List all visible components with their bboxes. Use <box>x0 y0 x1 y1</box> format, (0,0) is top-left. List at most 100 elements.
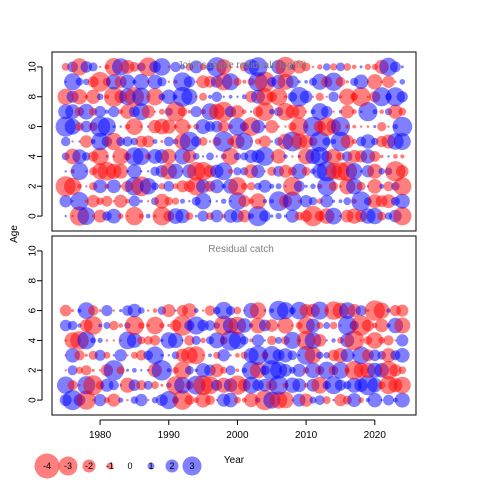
residual-bubble <box>191 335 201 345</box>
residual-bubble <box>81 365 92 376</box>
residual-bubble <box>67 380 78 391</box>
residual-bubble <box>325 207 342 225</box>
residual-bubble <box>393 206 412 226</box>
residual-bubble <box>359 339 363 342</box>
residual-bubble <box>112 354 116 357</box>
residual-bubble <box>208 353 212 358</box>
residual-bubble <box>329 321 338 330</box>
residual-bubble <box>249 362 267 379</box>
residual-bubble <box>185 365 194 375</box>
residual-bubble <box>367 179 383 194</box>
x-tick-label: 2000 <box>226 430 249 441</box>
residual-bubble <box>318 361 336 379</box>
residual-bubble <box>64 177 82 195</box>
residual-bubble <box>103 360 125 381</box>
x-axis: 1980 1990 2000 2010 2020 <box>89 419 387 441</box>
residual-bubble <box>314 395 325 405</box>
y-tick-label: 2 <box>28 183 39 189</box>
residual-bubble <box>191 136 202 147</box>
residual-bubble <box>325 148 342 165</box>
residual-bubble <box>208 332 225 349</box>
residual-bubble <box>181 339 184 342</box>
residual-bubble <box>238 195 251 208</box>
residual-bubble <box>372 87 392 107</box>
residual-bubble <box>259 210 271 222</box>
residual-bubble <box>316 322 324 329</box>
residual-bubble <box>340 348 355 363</box>
residual-bubble <box>323 322 331 329</box>
residual-bubble <box>139 199 143 203</box>
residual-bubble <box>94 349 106 361</box>
residual-bubble <box>293 180 305 192</box>
residual-bubble <box>59 195 72 208</box>
residual-bubble <box>64 73 82 91</box>
legend-bubble <box>165 459 179 473</box>
residual-bubble <box>117 213 124 219</box>
residual-bubble <box>222 147 240 165</box>
legend-bubble <box>34 453 60 479</box>
residual-bubble <box>291 155 294 158</box>
y-tick-label: 2 <box>28 367 39 373</box>
residual-bubble <box>133 73 150 90</box>
residual-bubble <box>383 394 394 406</box>
residual-bubble <box>107 393 121 407</box>
residual-bubble <box>174 376 191 394</box>
residual-bubble <box>309 396 317 404</box>
legend-label: -4 <box>43 461 51 471</box>
residual-bubble <box>158 183 166 190</box>
residual-bubble <box>351 191 371 211</box>
residual-bubble <box>142 135 155 148</box>
residual-bubble <box>373 302 390 319</box>
residual-bubble <box>286 75 299 89</box>
residual-bubble <box>112 125 116 128</box>
legend-bubble <box>106 462 114 470</box>
residual-bubble <box>332 398 335 402</box>
residual-bubble <box>343 63 352 71</box>
residual-bubble <box>251 334 265 347</box>
residual-bubble <box>271 149 286 164</box>
residual-bubble <box>383 181 394 192</box>
residual-bubble <box>71 309 75 313</box>
residual-bubble <box>74 350 85 361</box>
residual-bubble <box>387 125 390 128</box>
residual-bubble <box>175 208 190 224</box>
residual-bubble <box>317 176 337 196</box>
residual-bubble <box>235 368 240 373</box>
residual-bubble <box>393 376 411 394</box>
residual-bubble <box>330 63 338 71</box>
residual-bubble <box>275 183 282 190</box>
y-axis-residual-catch: 0 2 4 6 8 10 <box>28 245 43 403</box>
residual-bubble <box>208 200 212 203</box>
residual-bubble <box>141 105 155 119</box>
residual-bubble <box>149 335 161 346</box>
residual-bubble <box>297 80 301 84</box>
residual-bubble <box>270 214 274 218</box>
residual-bubble <box>160 140 164 143</box>
residual-bubble <box>70 162 89 181</box>
residual-bubble <box>395 348 410 363</box>
residual-bubble <box>153 110 157 113</box>
residual-bubble <box>187 109 192 114</box>
residual-bubble <box>336 62 345 72</box>
residual-bubble <box>251 164 265 179</box>
residual-bubble <box>343 197 352 206</box>
residual-bubble <box>356 181 366 191</box>
residual-bubble <box>98 323 102 328</box>
residual-bubble <box>393 133 411 150</box>
residual-bubble <box>101 195 113 207</box>
residual-bubble <box>285 209 299 223</box>
residual-bubble <box>75 366 84 374</box>
residual-bubble <box>316 351 324 359</box>
y-tick-label: 8 <box>28 278 39 284</box>
residual-bubble <box>146 88 164 106</box>
x-tick-label: 2020 <box>364 430 387 441</box>
residual-bubble <box>138 307 145 314</box>
y-tick-label: 10 <box>28 245 39 257</box>
x-tick-label: 1980 <box>89 430 112 441</box>
residual-bubble <box>291 163 308 180</box>
residual-bubble <box>225 365 236 376</box>
residual-bubble <box>270 140 273 143</box>
residual-bubble <box>238 209 251 223</box>
residual-bubble <box>198 137 208 146</box>
residual-bubble <box>325 95 328 99</box>
